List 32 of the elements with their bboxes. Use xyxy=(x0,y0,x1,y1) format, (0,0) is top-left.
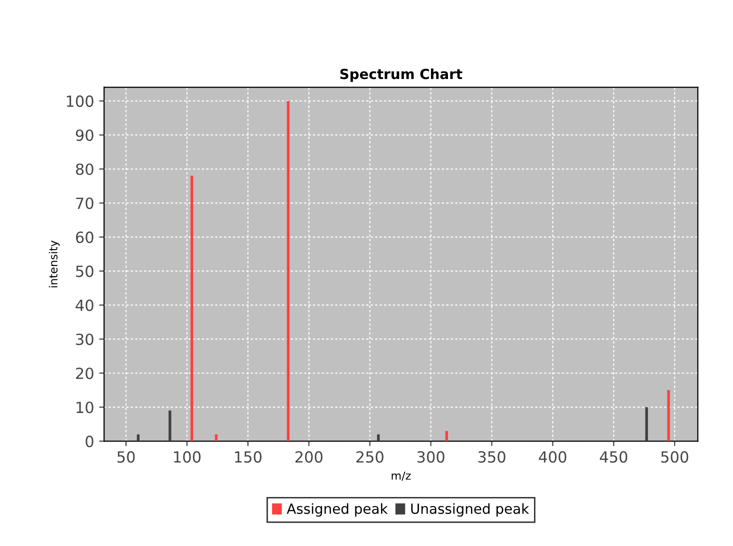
chart-title: Spectrum Chart xyxy=(340,68,462,82)
y-tick-label: 40 xyxy=(76,300,94,312)
y-tick-label: 90 xyxy=(76,129,94,142)
legend-label: Assigned peak xyxy=(286,503,388,517)
y-tick-label: 100 xyxy=(66,95,94,107)
bar xyxy=(286,100,290,442)
y-tick-label: 10 xyxy=(76,402,94,414)
x-tick-label: 350 xyxy=(478,451,506,463)
bar xyxy=(190,176,194,442)
y-tick-label: 70 xyxy=(76,197,94,210)
x-tick-label: 300 xyxy=(417,451,444,463)
bar xyxy=(168,410,172,442)
x-tick-label: 250 xyxy=(356,451,384,463)
legend-label: Unassigned peak xyxy=(411,503,530,517)
y-tick-label: 30 xyxy=(76,334,94,346)
x-tick-label: 400 xyxy=(538,451,566,463)
x-tick-label: 200 xyxy=(295,451,322,463)
x-tick-label: 100 xyxy=(174,451,201,463)
y-tick-label: 80 xyxy=(76,163,94,176)
x-tick-label: 50 xyxy=(117,451,135,463)
x-axis-title: m/z xyxy=(392,472,411,481)
bar xyxy=(645,407,648,442)
bar xyxy=(445,430,448,442)
x-tick-label: 150 xyxy=(235,451,262,463)
y-tick-label: 0 xyxy=(86,436,94,448)
y-tick-label: 20 xyxy=(76,368,94,380)
y-axis-title: intensity xyxy=(48,240,60,288)
y-tick-label: 50 xyxy=(76,266,94,278)
y-tick-label: 60 xyxy=(76,232,94,244)
bar xyxy=(667,390,670,442)
x-tick-label: 500 xyxy=(661,451,688,463)
x-tick-label: 450 xyxy=(600,451,628,463)
